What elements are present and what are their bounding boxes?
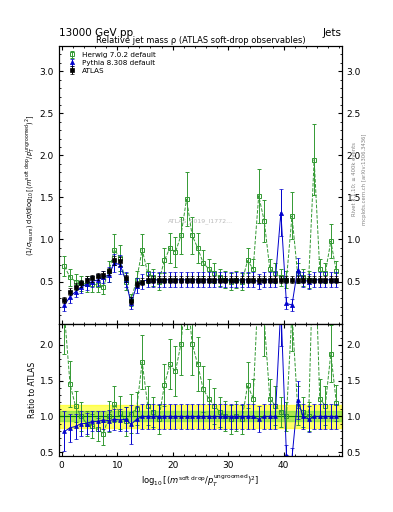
Text: 13000 GeV pp: 13000 GeV pp — [59, 28, 133, 38]
Text: mcplots.cern.ch [arXiv:1306.3436]: mcplots.cern.ch [arXiv:1306.3436] — [362, 134, 367, 225]
Y-axis label: Ratio to ATLAS: Ratio to ATLAS — [28, 361, 37, 418]
Text: Jets: Jets — [323, 28, 342, 38]
Text: ATLAS_2019_I1772...: ATLAS_2019_I1772... — [168, 218, 233, 224]
X-axis label: $\log_{10}[(m^{\mathrm{soft\ drop}}/p_T^{\mathrm{ungroomed}})^2]$: $\log_{10}[(m^{\mathrm{soft\ drop}}/p_T^… — [141, 472, 259, 488]
Y-axis label: $(1/\sigma_\mathrm{resum})\ \mathrm{d}\sigma/\mathrm{d}\log_{10}[(m^{\mathrm{sof: $(1/\sigma_\mathrm{resum})\ \mathrm{d}\s… — [24, 114, 37, 255]
Text: Rivet 3.1.10; ≥ 400k events: Rivet 3.1.10; ≥ 400k events — [352, 142, 357, 216]
Legend: Herwig 7.0.2 default, Pythia 8.308 default, ATLAS: Herwig 7.0.2 default, Pythia 8.308 defau… — [62, 50, 158, 76]
Title: Relative jet mass ρ (ATLAS soft-drop observables): Relative jet mass ρ (ATLAS soft-drop obs… — [95, 36, 305, 45]
